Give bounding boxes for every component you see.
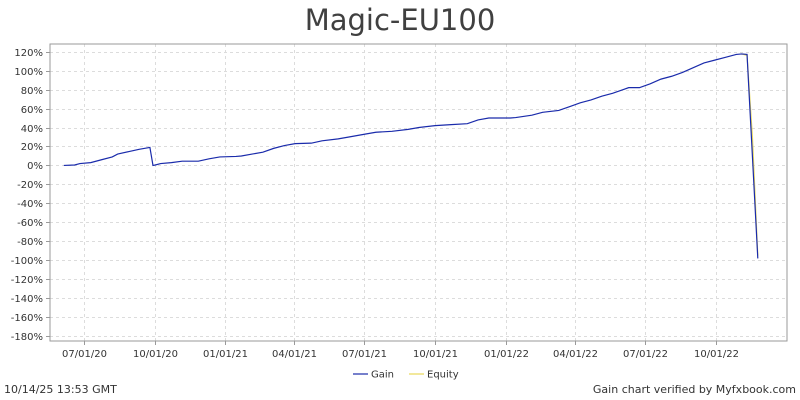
legend-label-gain: Gain (371, 370, 394, 381)
series-lines (63, 53, 759, 259)
y-tick-label: -20% (17, 180, 43, 191)
plot-border (49, 43, 788, 342)
axes: 120% 100% 80% 60% 40% 20% 0% -20% -40% -60% -80% -1… (11, 43, 788, 360)
footer-verified-link[interactable]: Gain chart verified by Myfxbook.com (592, 383, 796, 396)
y-tick-label: 80% (21, 86, 43, 97)
series-line-gain (63, 53, 759, 259)
x-tick-label: 07/01/20 (62, 349, 107, 360)
grid (50, 44, 787, 341)
y-tick-label: -180% (11, 332, 43, 343)
y-tick-label: -100% (11, 256, 43, 267)
y-tick-label: 40% (21, 124, 43, 135)
y-tick-label: -40% (17, 199, 43, 210)
x-tick-label: 07/01/22 (623, 349, 668, 360)
y-tick-label: -60% (17, 218, 43, 229)
series-line-equity (741, 53, 759, 256)
y-tick-label: 20% (21, 142, 43, 153)
x-tick-label: 10/01/21 (413, 349, 458, 360)
chart-title: Magic-EU100 (305, 3, 496, 37)
y-tick-label: -120% (11, 275, 43, 286)
y-tick-label: 120% (14, 48, 43, 59)
x-tick-label: 10/01/22 (694, 349, 739, 360)
y-tick-label: -140% (11, 294, 43, 305)
x-tick-label: 04/01/22 (553, 349, 598, 360)
x-tick-label: 01/01/21 (203, 349, 248, 360)
x-tick-label: 10/01/20 (133, 349, 178, 360)
footer-timestamp: 10/14/25 13:53 GMT (4, 383, 117, 396)
y-tick-label: 60% (21, 105, 43, 116)
y-tick-label: -80% (17, 237, 43, 248)
y-tick-label: 0% (27, 161, 43, 172)
x-tick-label: 01/01/22 (484, 349, 529, 360)
legend-label-equity: Equity (427, 370, 459, 381)
x-tick-label: 04/01/21 (272, 349, 317, 360)
y-tick-label: -160% (11, 313, 43, 324)
legend: Gain Equity (353, 370, 459, 381)
y-tick-label: 100% (14, 67, 43, 78)
x-tick-label: 07/01/21 (342, 349, 387, 360)
